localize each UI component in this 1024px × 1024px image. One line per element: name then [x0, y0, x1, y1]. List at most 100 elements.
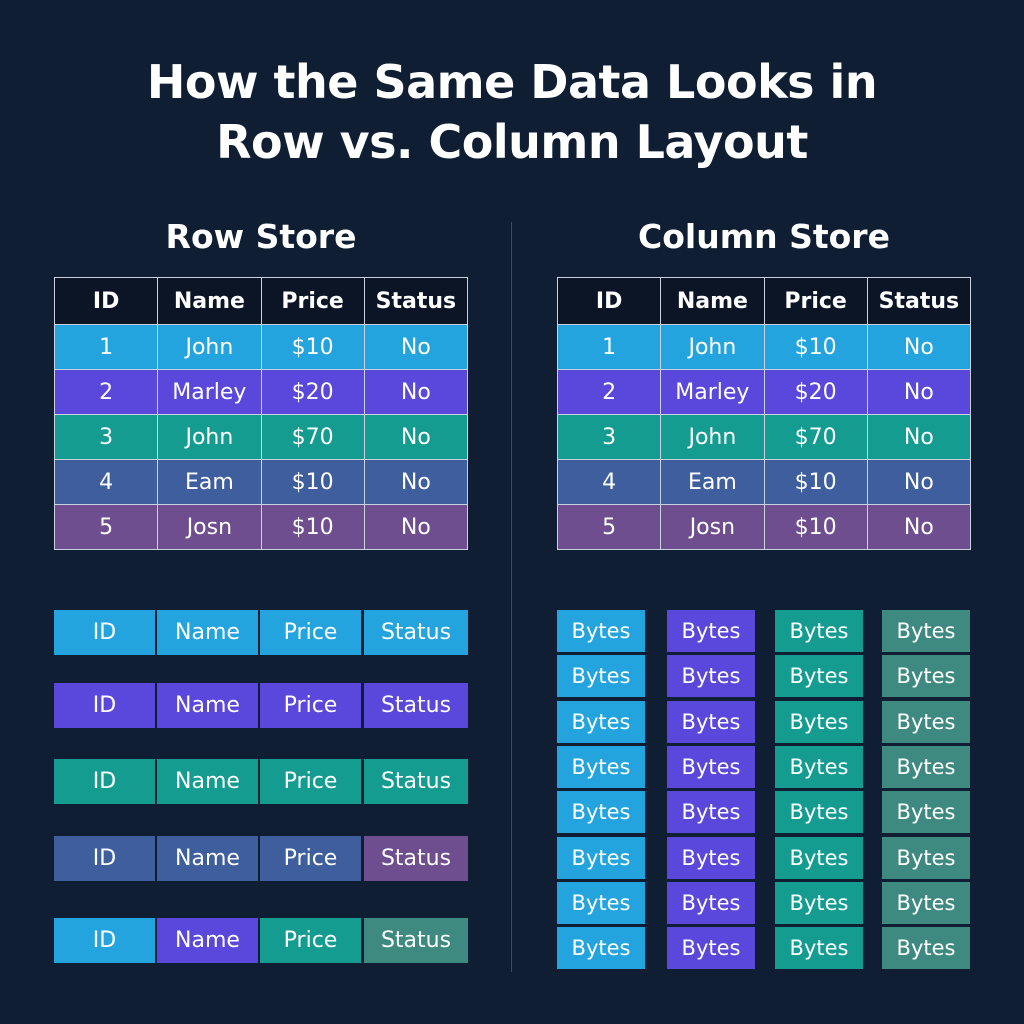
column-byte-block: Bytes [882, 836, 970, 879]
row-store-storage-blocks: ID Name Price Status ID Name Price Status ID Name… [54, 610, 468, 970]
column-byte-block: Bytes [557, 655, 645, 698]
column-byte-block: Bytes [557, 745, 645, 788]
column-byte-block: Bytes [557, 700, 645, 743]
row-block-field: Status [364, 918, 468, 963]
row-store-header-cell: Status [363, 277, 469, 325]
row-block-field: Price [260, 759, 361, 804]
column-store-header-cell: Price [763, 277, 868, 325]
column-byte-block: Bytes [775, 610, 863, 652]
table-cell: 2 [53, 369, 159, 415]
row-block-field: ID [54, 759, 155, 804]
table-cell: No [363, 369, 469, 415]
row-store-heading: Row Store [165, 217, 357, 256]
table-row: 1 John $10 No [53, 324, 469, 370]
table-cell: Eam [157, 459, 262, 505]
table-cell: 5 [53, 504, 159, 550]
column-byte-block: Bytes [667, 791, 755, 834]
row-block-4: ID Name Price Status [54, 836, 468, 881]
table-row: 3 John $70 No [556, 414, 972, 460]
table-cell: $20 [763, 369, 868, 415]
row-block-field: Name [157, 836, 258, 881]
table-row: 4 Eam $10 No [556, 459, 972, 505]
table-cell: No [866, 369, 972, 415]
table-cell: 2 [556, 369, 662, 415]
table-row: 4 Eam $10 No [53, 459, 469, 505]
column-store-table: ID Name Price Status 1 John $10 No 2 Marley $20 No… [556, 277, 972, 550]
table-cell: No [363, 504, 469, 550]
column-byte-block: Bytes [882, 610, 970, 652]
table-cell: John [157, 414, 262, 460]
table-cell: No [866, 324, 972, 370]
column-byte-block: Bytes [557, 881, 645, 924]
table-cell: No [866, 414, 972, 460]
column-store-header-cell: Name [660, 277, 765, 325]
column-byte-block: Bytes [882, 655, 970, 698]
table-cell: No [363, 324, 469, 370]
column-byte-block: Bytes [557, 610, 645, 652]
row-block-field: Name [157, 610, 258, 655]
column-byte-block: Bytes [667, 745, 755, 788]
table-row: 2 Marley $20 No [556, 369, 972, 415]
table-cell: Marley [157, 369, 262, 415]
table-cell: $10 [763, 459, 868, 505]
table-header-row: ID Name Price Status [53, 277, 469, 325]
row-block-field: Status [364, 759, 468, 804]
row-block-field: ID [54, 836, 155, 881]
row-block-3: ID Name Price Status [54, 759, 468, 804]
row-block-field: Name [157, 683, 258, 728]
column-byte-block: Bytes [667, 700, 755, 743]
table-cell: John [660, 414, 765, 460]
column-byte-block: Bytes [775, 791, 863, 834]
table-cell: 5 [556, 504, 662, 550]
column-store-storage-blocks: Bytes Bytes Bytes Bytes Bytes Bytes Bytes Bytes… [557, 610, 971, 972]
row-store-table: ID Name Price Status 1 John $10 No 2 Marley $20 No… [53, 277, 469, 550]
table-cell: 1 [53, 324, 159, 370]
column-byte-block: Bytes [775, 700, 863, 743]
table-row: 5 Josn $10 No [53, 504, 469, 550]
column-byte-block: Bytes [667, 927, 755, 970]
table-cell: $20 [260, 369, 365, 415]
row-store-header-cell: ID [53, 277, 159, 325]
column-byte-block: Bytes [775, 881, 863, 924]
table-cell: 3 [53, 414, 159, 460]
table-row: 3 John $70 No [53, 414, 469, 460]
row-block-field: Status [364, 683, 468, 728]
row-block-field: Status [364, 836, 468, 881]
table-cell: No [866, 459, 972, 505]
table-cell: 3 [556, 414, 662, 460]
table-cell: Marley [660, 369, 765, 415]
table-cell: No [866, 504, 972, 550]
column-byte-block: Bytes [882, 700, 970, 743]
row-store-header-cell: Name [157, 277, 262, 325]
row-block-field: Price [260, 610, 361, 655]
table-cell: Josn [157, 504, 262, 550]
row-block-field: ID [54, 683, 155, 728]
row-store-header-cell: Price [260, 277, 365, 325]
table-header-row: ID Name Price Status [556, 277, 972, 325]
table-cell: No [363, 414, 469, 460]
column-byte-block: Bytes [667, 881, 755, 924]
table-cell: $10 [260, 504, 365, 550]
row-block-field: Price [260, 683, 361, 728]
table-cell: 4 [556, 459, 662, 505]
table-cell: Eam [660, 459, 765, 505]
row-block-field: Price [260, 918, 361, 963]
row-block-2: ID Name Price Status [54, 683, 468, 728]
column-byte-block: Bytes [557, 927, 645, 970]
center-divider [511, 222, 512, 972]
column-byte-block: Bytes [557, 791, 645, 834]
table-cell: $70 [763, 414, 868, 460]
column-byte-block: Bytes [667, 655, 755, 698]
column-byte-block: Bytes [775, 927, 863, 970]
column-store-heading: Column Store [638, 217, 890, 256]
row-block-1: ID Name Price Status [54, 610, 468, 655]
column-byte-block: Bytes [882, 745, 970, 788]
table-cell: 1 [556, 324, 662, 370]
column-byte-block: Bytes [775, 745, 863, 788]
table-row: 1 John $10 No [556, 324, 972, 370]
column-byte-block: Bytes [557, 836, 645, 879]
table-cell: $10 [763, 504, 868, 550]
table-cell: $10 [763, 324, 868, 370]
column-byte-block: Bytes [882, 927, 970, 970]
row-block-field: Status [364, 610, 468, 655]
